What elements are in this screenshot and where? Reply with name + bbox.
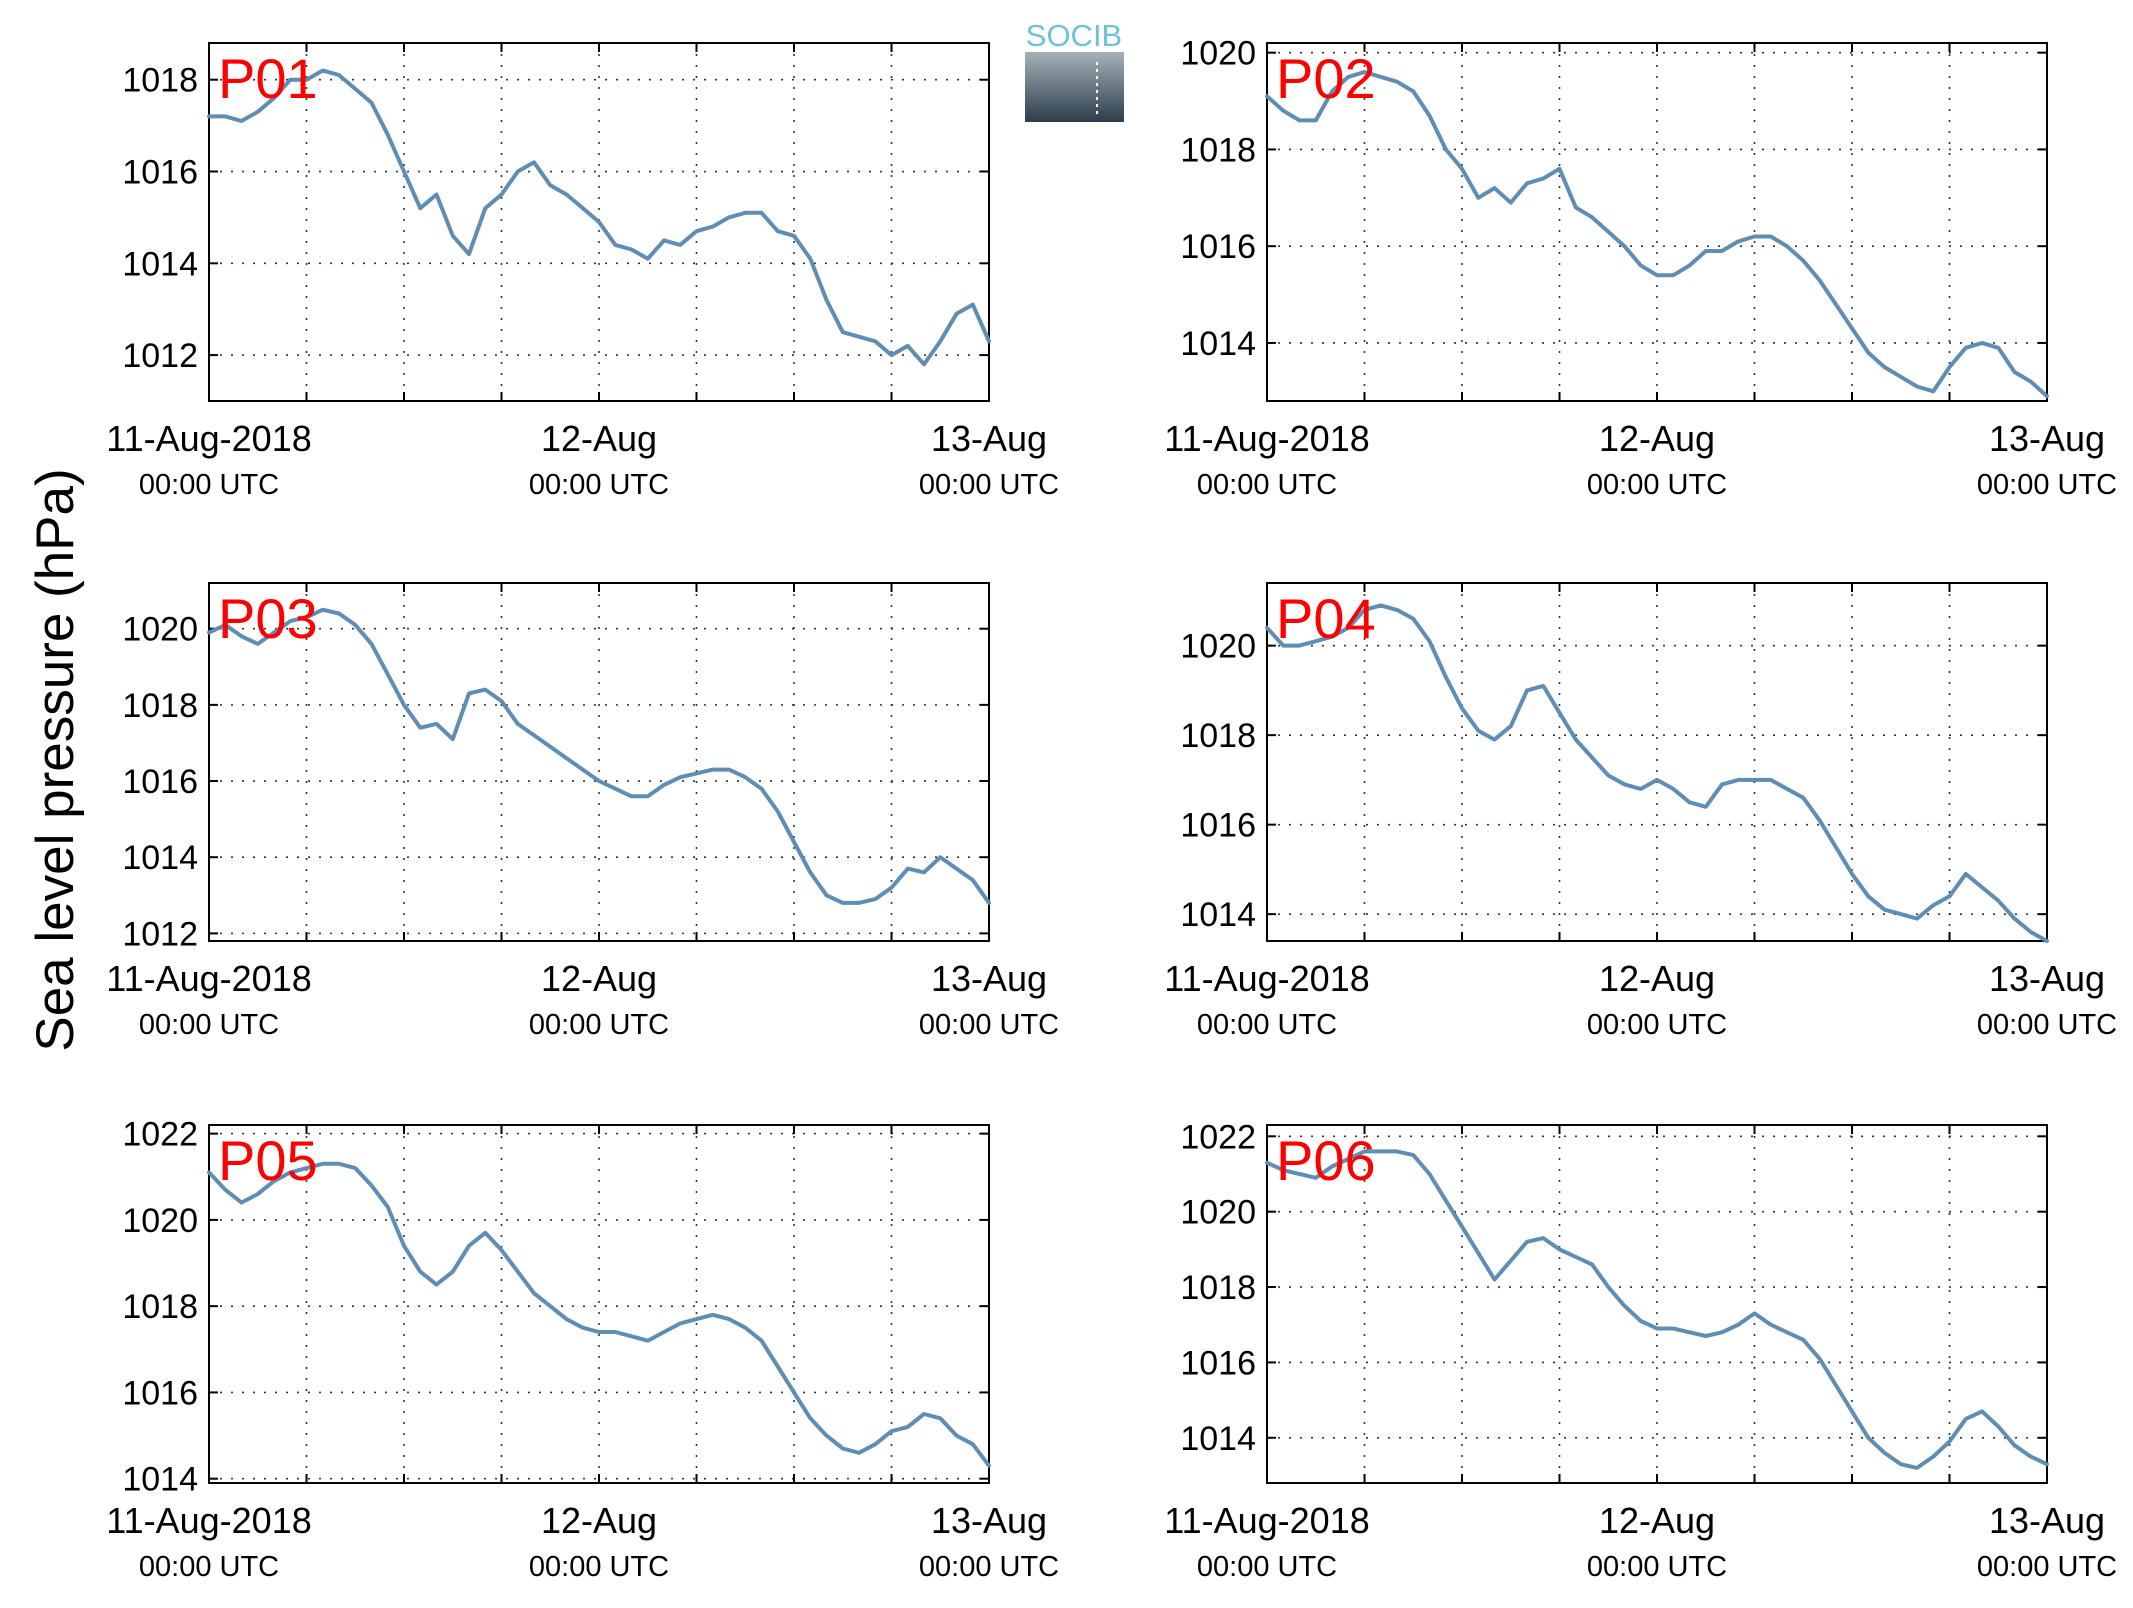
x-tick-sublabel: 00:00 UTC	[919, 469, 1059, 501]
x-tick-label: 11-Aug-2018	[1164, 418, 1370, 459]
x-tick-label: 13-Aug	[1989, 1500, 2105, 1541]
x-tick-label: 11-Aug-2018	[106, 418, 312, 459]
y-tick-label: 1020	[1180, 35, 1256, 73]
chart-panel-p01: 1012 1014 1016 1018 11-Aug-2018 00:00 UTC 12-A…	[106, 42, 1059, 501]
pressure-series-line	[1265, 1149, 2049, 1470]
plot-frame	[208, 1124, 990, 1484]
chart-panel-p02: 1014 1016 1018 1020 11-Aug-2018 00:00 UTC 12-A…	[1164, 35, 2117, 501]
x-tick-label: 13-Aug	[931, 1500, 1047, 1541]
panel-label: P06	[1276, 1129, 1376, 1192]
x-tick-label: 13-Aug	[1989, 958, 2105, 999]
y-tick-label: 1018	[122, 687, 198, 725]
x-tick-label: 13-Aug	[931, 958, 1047, 999]
y-tick-label: 1016	[1180, 1344, 1256, 1382]
y-tick-label: 1016	[1180, 228, 1256, 266]
logo-text: SOCIB	[1026, 18, 1122, 53]
y-tick-label: 1012	[122, 915, 198, 953]
x-tick-label: 12-Aug	[541, 1500, 657, 1541]
chart-panel-p05: 1014 1016 1018 1020 1022 11-Aug-2018 00:00 UTC…	[106, 1116, 1059, 1583]
y-tick-label: 1022	[1180, 1118, 1256, 1156]
panel-label: P03	[218, 587, 318, 650]
x-tick-sublabel: 00:00 UTC	[139, 469, 279, 501]
panel-label: P04	[1276, 587, 1376, 650]
y-tick-label: 1014	[122, 839, 198, 877]
y-tick-label: 1016	[122, 1374, 198, 1412]
panel-label: P02	[1276, 47, 1376, 110]
y-tick-label: 1020	[122, 611, 198, 649]
x-tick-sublabel: 00:00 UTC	[1587, 469, 1727, 501]
x-tick-sublabel: 00:00 UTC	[1197, 469, 1337, 501]
y-tick-label: 1016	[122, 763, 198, 801]
x-tick-label: 13-Aug	[1989, 418, 2105, 459]
x-tick-sublabel: 00:00 UTC	[139, 1551, 279, 1583]
plot-frame	[1266, 1124, 2048, 1484]
plot-frame	[1266, 42, 2048, 402]
chart-panel-p06: 1014 1016 1018 1020 1022 11-Aug-2018 00:00 UTC…	[1164, 1118, 2117, 1583]
x-tick-sublabel: 00:00 UTC	[529, 469, 669, 501]
x-tick-label: 12-Aug	[1599, 418, 1715, 459]
plot-frame	[1266, 582, 2048, 942]
x-tick-sublabel: 00:00 UTC	[1197, 1009, 1337, 1041]
x-tick-sublabel: 00:00 UTC	[1587, 1551, 1727, 1583]
y-tick-label: 1020	[122, 1202, 198, 1240]
y-tick-label: 1018	[122, 62, 198, 100]
x-tick-sublabel: 00:00 UTC	[1587, 1009, 1727, 1041]
x-tick-label: 11-Aug-2018	[106, 958, 312, 999]
x-tick-label: 12-Aug	[541, 958, 657, 999]
chart-panel-p04: 1014 1016 1018 1020 11-Aug-2018 00:00 UTC 12-A…	[1164, 582, 2117, 1041]
y-tick-label: 1022	[122, 1116, 198, 1154]
y-tick-label: 1020	[1180, 628, 1256, 666]
y-tick-label: 1020	[1180, 1194, 1256, 1232]
y-tick-label: 1018	[122, 1288, 198, 1326]
y-tick-label: 1014	[1180, 896, 1256, 934]
y-tick-label: 1018	[1180, 131, 1256, 169]
y-axis-label: Sea level pressure (hPa)	[26, 468, 85, 1051]
x-tick-sublabel: 00:00 UTC	[1977, 1009, 2117, 1041]
pressure-series-line	[1265, 603, 2049, 943]
y-tick-label: 1014	[122, 1461, 198, 1499]
x-tick-label: 11-Aug-2018	[1164, 1500, 1370, 1541]
x-tick-sublabel: 00:00 UTC	[1977, 1551, 2117, 1583]
x-tick-sublabel: 00:00 UTC	[1977, 469, 2117, 501]
plot-frame	[208, 582, 990, 942]
chart-panel-p03: 1012 1014 1016 1018 1020 11-Aug-2018 00:00 UTC…	[106, 582, 1059, 1041]
panel-label: P01	[218, 47, 318, 110]
pressure-series-line	[1265, 70, 2049, 399]
x-tick-sublabel: 00:00 UTC	[919, 1009, 1059, 1041]
pressure-series-line	[207, 68, 991, 367]
y-tick-label: 1018	[1180, 1269, 1256, 1307]
logo-block	[1025, 52, 1124, 122]
x-tick-sublabel: 00:00 UTC	[529, 1551, 669, 1583]
y-tick-label: 1016	[1180, 807, 1256, 845]
panel-label: P05	[218, 1129, 318, 1192]
pressure-series-line	[207, 1161, 991, 1468]
y-tick-label: 1018	[1180, 717, 1256, 755]
y-tick-label: 1012	[122, 337, 198, 375]
x-tick-sublabel: 00:00 UTC	[919, 1551, 1059, 1583]
x-tick-label: 12-Aug	[1599, 958, 1715, 999]
pressure-series-line	[207, 607, 991, 905]
x-tick-sublabel: 00:00 UTC	[1197, 1551, 1337, 1583]
y-tick-label: 1014	[1180, 325, 1256, 363]
y-tick-label: 1016	[122, 154, 198, 192]
y-tick-label: 1014	[122, 245, 198, 283]
x-tick-label: 11-Aug-2018	[1164, 958, 1370, 999]
y-tick-label: 1014	[1180, 1420, 1256, 1458]
x-tick-sublabel: 00:00 UTC	[139, 1009, 279, 1041]
x-tick-label: 13-Aug	[931, 418, 1047, 459]
x-tick-sublabel: 00:00 UTC	[529, 1009, 669, 1041]
x-tick-label: 11-Aug-2018	[106, 1500, 312, 1541]
x-tick-label: 12-Aug	[1599, 1500, 1715, 1541]
x-tick-label: 12-Aug	[541, 418, 657, 459]
socib-logo: SOCIB	[1025, 18, 1124, 122]
